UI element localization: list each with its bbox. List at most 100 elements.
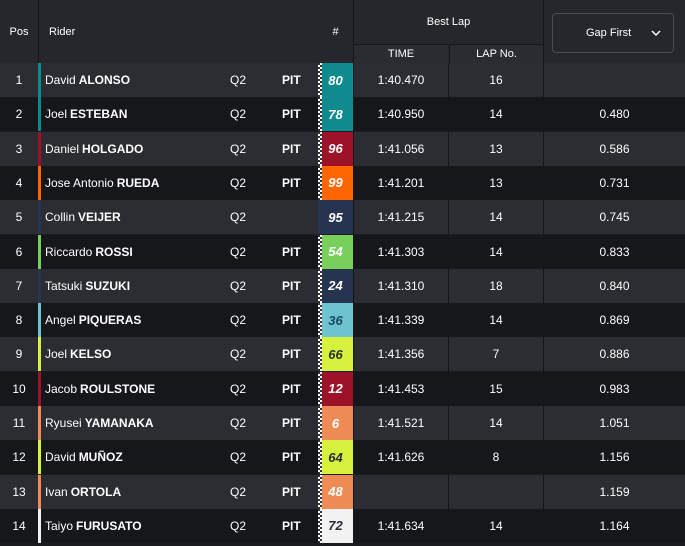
gap-first: 0.840	[599, 278, 630, 293]
rider-name[interactable]: Daniel HOLGADO	[45, 132, 225, 166]
table-row[interactable]: 9 Joel KELSO Q2 PIT 66 1:41.356 7 0.886	[0, 337, 685, 372]
table-row[interactable]: 7 Tatsuki SUZUKI Q2 PIT 24 1:41.310 18 0…	[0, 268, 685, 303]
pit-label: PIT	[282, 278, 301, 293]
rider-last-name: MUÑOZ	[78, 450, 123, 465]
session-label: Q2	[230, 347, 247, 362]
pit-label: PIT	[282, 450, 301, 465]
team-color-bar	[38, 371, 41, 406]
table-row[interactable]: 1 David ALONSO Q2 PIT 80 1:40.470 16	[0, 63, 685, 97]
pit-label	[282, 200, 306, 234]
session-label: Q2	[230, 518, 247, 533]
row-divider	[448, 268, 449, 303]
rider-number: 12	[328, 381, 343, 397]
checkered-flag-icon	[318, 234, 322, 269]
best-lap-time: 1:41.521	[377, 416, 425, 430]
row-divider	[543, 508, 544, 543]
rider-number-badge: 12	[318, 371, 353, 406]
rider-number: 99	[328, 175, 343, 191]
rider-name[interactable]: Ryusei YAMANAKA	[45, 406, 225, 440]
table-row[interactable]: 5 Collin VEIJER Q2 95 1:41.215 14 0.745	[0, 200, 685, 235]
rider-last-name: FURUSATO	[76, 518, 142, 533]
pit-label: PIT	[282, 175, 301, 190]
best-lap-number	[449, 475, 543, 509]
header-time: TIME	[354, 44, 448, 63]
header-pos: Pos	[9, 25, 29, 38]
best-lap-time: 1:41.056	[377, 141, 425, 156]
best-lap-time: 1:41.339	[377, 313, 425, 328]
best-lap-number: 14	[489, 244, 503, 259]
rider-name[interactable]: David MUÑOZ	[45, 440, 225, 474]
rider-name[interactable]: Tatsuki SUZUKI	[45, 269, 225, 303]
rider-name[interactable]: Collin VEIJER	[45, 200, 225, 234]
row-divider	[448, 337, 449, 372]
checkered-flag-icon	[318, 508, 322, 543]
table-row[interactable]: 10 Jacob ROULSTONE Q2 PIT 12 1:41.453 15…	[0, 371, 685, 406]
rider-name[interactable]: Joel ESTEBAN	[45, 97, 225, 131]
header-gap: Gap First	[544, 0, 685, 63]
checkered-flag-icon	[318, 165, 322, 200]
session-label: Q2	[230, 416, 247, 430]
table-row[interactable]: 3 Daniel HOLGADO Q2 PIT 96 1:41.056 13 0…	[0, 131, 685, 166]
row-divider	[448, 131, 449, 166]
best-lap-number: 14	[489, 518, 503, 533]
team-color-bar	[38, 474, 41, 509]
table-row[interactable]: 14 Taiyo FURUSATO Q2 PIT 72 1:41.634 14 …	[0, 508, 685, 543]
rider-name[interactable]: David ALONSO	[45, 63, 225, 97]
team-color-bar	[38, 234, 41, 269]
rider-name[interactable]: Jose Antonio RUEDA	[45, 166, 225, 200]
rider-first-name: David	[45, 73, 76, 87]
table-row[interactable]: 6 Riccardo ROSSI Q2 PIT 54 1:41.303 14 0…	[0, 234, 685, 269]
row-divider	[448, 234, 449, 269]
table-row[interactable]: 4 Jose Antonio RUEDA Q2 PIT 99 1:41.201 …	[0, 165, 685, 200]
best-lap-time: 1:41.303	[377, 244, 425, 259]
row-position: 3	[15, 141, 23, 156]
rider-number-badge: 24	[318, 268, 353, 303]
rider-name[interactable]: Jacob ROULSTONE	[45, 372, 225, 406]
rider-number-badge: 64	[318, 440, 353, 475]
table-row[interactable]: 13 Ivan ORTOLA Q2 PIT 48 1.159	[0, 474, 685, 509]
team-color-bar	[38, 131, 41, 166]
row-divider	[448, 406, 449, 440]
row-position: 9	[15, 347, 23, 362]
gap-first: 0.586	[599, 141, 630, 156]
rider-last-name: ESTEBAN	[70, 107, 128, 122]
header-lap-no: LAP No.	[449, 44, 543, 63]
gap-first: 0.745	[599, 210, 630, 225]
row-divider	[543, 234, 544, 269]
table-row[interactable]: 12 David MUÑOZ Q2 PIT 64 1:41.626 8 1.15…	[0, 440, 685, 475]
gap-first: 1.051	[599, 416, 630, 430]
rider-name[interactable]: Joel KELSO	[45, 337, 225, 371]
best-lap-number: 14	[489, 107, 503, 122]
session-label: Q2	[230, 381, 247, 396]
row-divider	[543, 337, 544, 372]
session-label: Q2	[230, 450, 247, 465]
rider-first-name: Joel	[45, 347, 68, 362]
best-lap-number: 13	[489, 141, 503, 156]
rider-number-badge: 95	[318, 200, 353, 235]
rider-last-name: ROULSTONE	[80, 381, 156, 396]
best-lap-time: 1:41.453	[377, 381, 425, 396]
row-divider	[353, 234, 354, 269]
rider-name[interactable]: Taiyo FURUSATO	[45, 509, 225, 543]
rider-number: 80	[328, 72, 343, 88]
pit-label: PIT	[282, 107, 301, 122]
table-row[interactable]: 2 Joel ESTEBAN Q2 PIT 78 1:40.950 14 0.4…	[0, 97, 685, 132]
best-lap-time: 1:41.201	[377, 175, 425, 190]
table-row[interactable]: 11 Ryusei YAMANAKA Q2 PIT 6 1:41.521 14 …	[0, 406, 685, 440]
team-color-bar	[38, 268, 41, 303]
pit-label: PIT	[282, 381, 301, 396]
team-color-bar	[38, 97, 41, 132]
best-lap-time: 1:41.626	[377, 450, 425, 465]
rider-number: 95	[328, 209, 343, 225]
checkered-flag-icon	[318, 371, 322, 406]
row-divider	[543, 97, 544, 132]
rider-name[interactable]: Riccardo ROSSI	[45, 235, 225, 269]
rider-name[interactable]: Ivan ORTOLA	[45, 475, 225, 509]
rider-name[interactable]: Angel PIQUERAS	[45, 303, 225, 337]
gap-first-select[interactable]: Gap First	[552, 13, 674, 53]
checkered-flag-icon	[318, 337, 322, 372]
rider-first-name: Ryusei	[45, 416, 82, 430]
team-color-bar	[38, 406, 41, 440]
team-color-bar	[38, 303, 41, 338]
table-row[interactable]: 8 Angel PIQUERAS Q2 PIT 36 1:41.339 14 0…	[0, 303, 685, 338]
